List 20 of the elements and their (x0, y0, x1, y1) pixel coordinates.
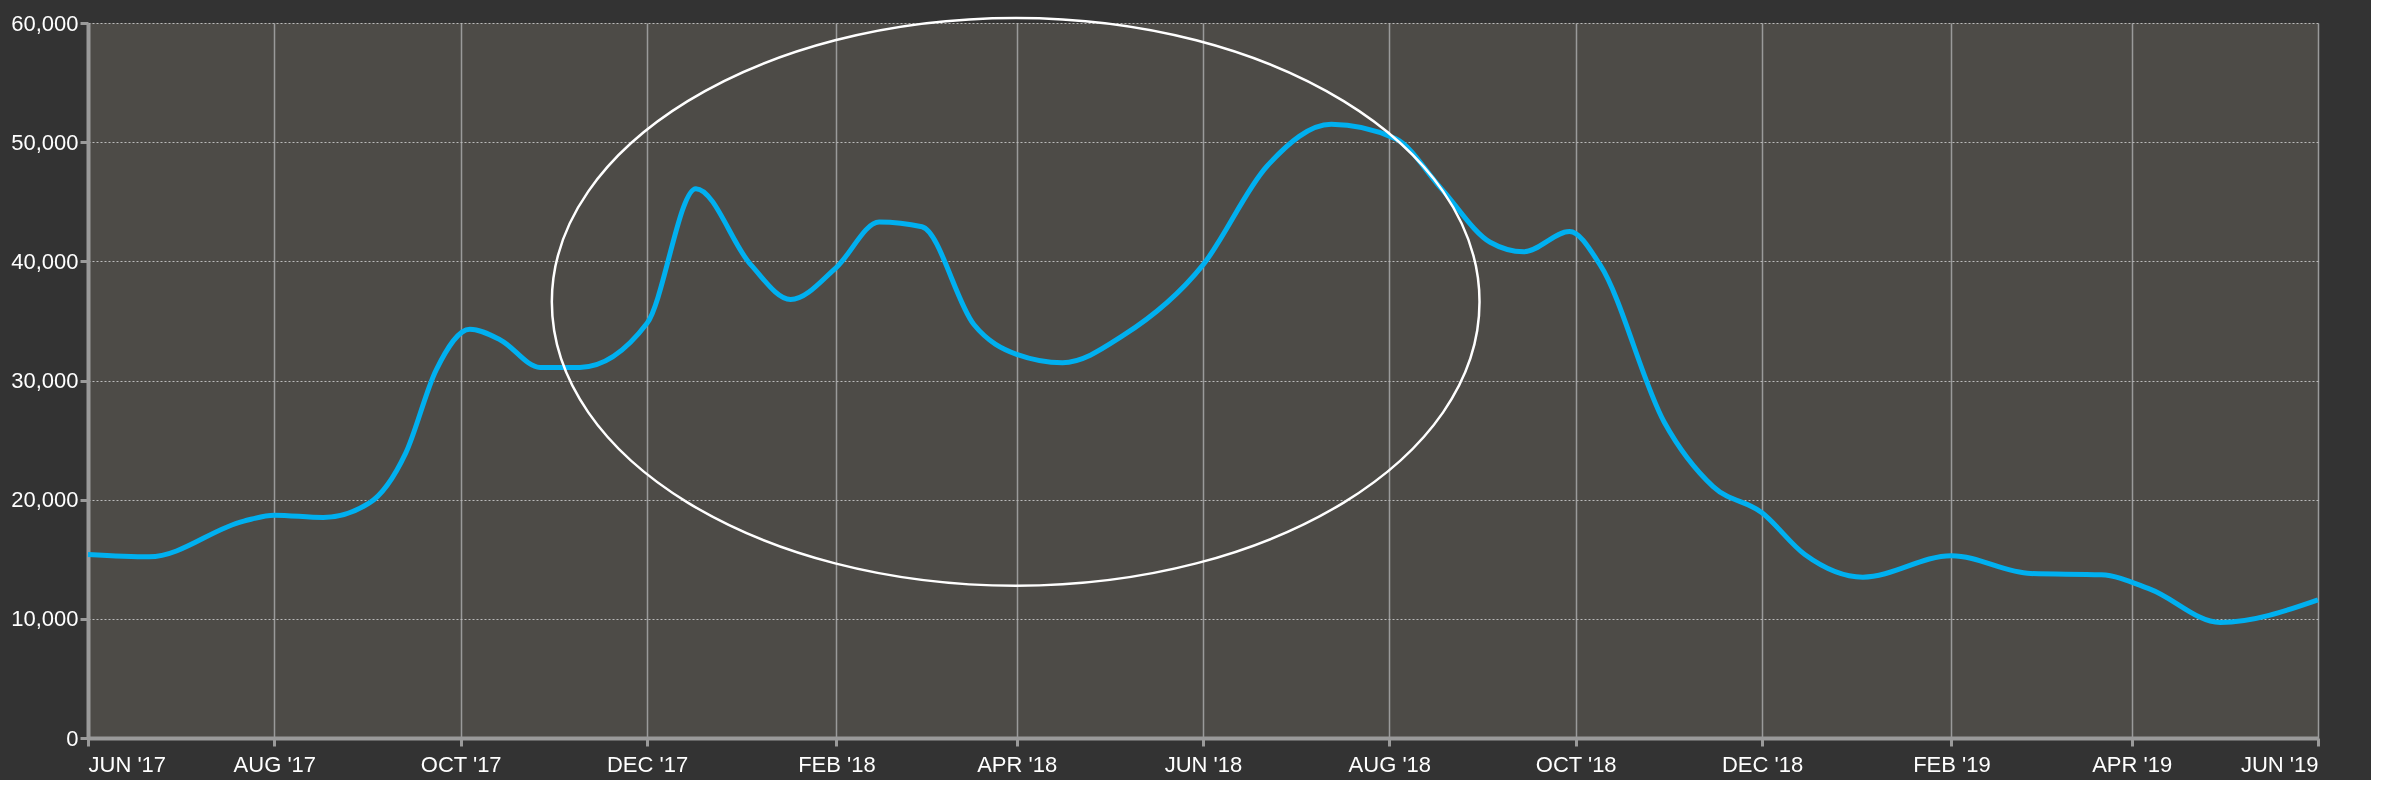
y-tick-label: 50,000 (11, 129, 79, 155)
x-tick-label: OCT '18 (1535, 751, 1617, 777)
y-tick-label: 0 (66, 725, 79, 751)
x-tick-label: JUN '17 (88, 751, 167, 777)
x-tick-label: FEB '18 (798, 751, 876, 777)
y-tick-label: 30,000 (11, 368, 79, 393)
x-tick-label: JUN '19 (2240, 751, 2319, 777)
x-tick-label: OCT '17 (420, 751, 502, 777)
y-tick-label: 10,000 (11, 606, 79, 632)
x-tick-label: DEC '18 (1721, 751, 1804, 777)
x-tick-label: DEC '17 (606, 751, 689, 777)
y-tick-label: 40,000 (11, 248, 79, 274)
x-tick-label: JUN '18 (1164, 751, 1243, 777)
x-tick-label: AUG '17 (233, 751, 317, 777)
y-tick-label: 20,000 (11, 487, 79, 513)
x-tick-label: APR '18 (977, 751, 1058, 777)
x-tick-label: APR '19 (2092, 751, 2173, 777)
x-tick-label: AUG '18 (1348, 751, 1432, 777)
x-tick-label: FEB '19 (1913, 751, 1991, 777)
y-tick-label: 60,000 (11, 10, 79, 36)
